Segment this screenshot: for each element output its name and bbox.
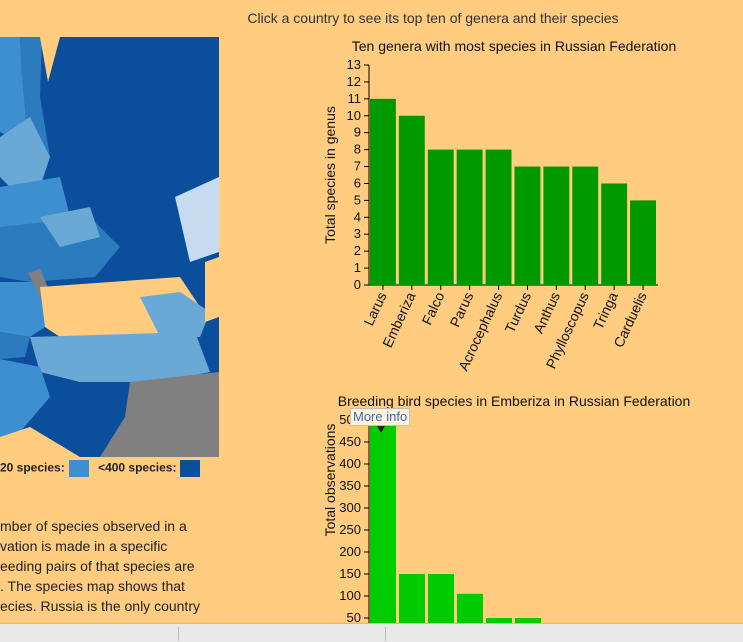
chart1-y-tick-label: 1 [354,260,361,275]
chart1-y-tick-label: 6 [354,175,361,190]
chart1-bar [370,98,396,285]
chart1-x-tick-label: Turdus [501,290,534,336]
chart2-y-tick-label: 250 [339,522,361,537]
map-region-romania[interactable] [0,282,45,337]
chart2-y-tick-label: 100 [339,588,361,603]
chart1-y-tick-label: 7 [354,159,361,174]
map-region-baltics[interactable] [0,117,50,187]
chart2-bar [486,618,512,623]
chart2-y-tick-label: 450 [339,434,361,449]
legend-swatch-400 [180,460,201,477]
chart2-selection-marker-icon [377,426,385,433]
legend-label-400: <400 species: [98,460,177,475]
chart2-bar [457,593,483,623]
map-region-norway[interactable] [0,37,30,137]
chart1-bar [398,115,425,286]
map-region-greece[interactable] [0,359,50,437]
chart1-title: Ten genera with most species in Russian … [352,38,677,54]
chart2-y-tick-label: 150 [339,566,361,581]
chart1-y-tick-label: 2 [354,243,361,258]
chart1-bar [456,149,483,285]
chart1-bar [543,166,570,285]
chart1-x-tick-label: Falco [418,289,447,327]
chart1-y-tick-label: 8 [354,142,361,157]
chart2-y-tick-label: 200 [339,544,361,559]
chart1-x-tick-label: Parus [446,290,476,330]
chart2-y-tick-label: 350 [339,478,361,493]
chart2-y-tick-label: 300 [339,500,361,515]
chart1-bar [514,166,541,285]
status-segment [0,627,179,641]
instruction-text: Click a country to see its top ten of ge… [247,10,619,26]
chart1-y-tick-label: 11 [348,91,362,106]
chart2-bar [399,574,425,623]
chart2-bar [515,618,541,623]
chart1-y-tick-label: 10 [347,108,361,123]
map-region-bulgaria[interactable] [0,332,30,359]
chart1-bar [630,200,656,285]
more-info-tooltip[interactable]: More info [350,408,411,426]
charts-canvas: Ten genera with most species in Russian … [322,38,691,623]
chart1-y-axis-label: Total species in genus [322,106,338,244]
chart2-y-tick-label: 50 [347,610,361,623]
legend-label-20: 20 species: [0,460,65,475]
map-region-russia-west[interactable] [40,207,100,247]
chart2-bar [428,574,454,623]
map-region-middle-east[interactable] [100,372,219,457]
map-region-kazakhstan[interactable] [175,177,219,262]
chart1-x-tick-label: Tringa [590,289,621,331]
description-text: mber of species observed in a vation is … [0,516,210,616]
description-line: . The species map shows that [0,578,185,594]
description-line: ecies. Russia is the only country [0,598,200,614]
chart1-y-tick-label: 13 [347,57,361,72]
chart1-bar [601,183,628,285]
map-water-mediterranean [0,427,80,457]
chart1-bar [485,149,512,285]
chart2-y-axis-label: Total observations [322,424,338,537]
chart1-bar [572,166,599,285]
description-line: eeding pairs of that species are [0,558,195,574]
status-bar [0,623,743,642]
legend-swatch-20 [68,460,89,477]
chart1-y-tick-label: 9 [354,125,361,140]
map-region-turkey[interactable] [30,332,210,382]
description-line: vation is made in a specific [0,538,168,554]
map-water-north [40,37,60,82]
chart1-y-tick-label: 3 [354,226,361,241]
map-region-caucasus[interactable] [140,292,210,337]
status-segment [180,627,386,641]
chart1-y-tick-label: 5 [354,192,361,207]
map-legend: 20 species: <400 species: [0,460,206,477]
chart1-y-tick-label: 0 [354,277,361,292]
chart1-y-tick-label: 4 [354,209,361,224]
chart1-y-tick-label: 12 [347,74,361,89]
chart1-bar [427,149,454,285]
europe-species-map[interactable] [0,37,219,457]
description-line: mber of species observed in a [0,518,187,534]
chart2-title: Breeding bird species in Emberiza in Rus… [338,393,691,409]
map-water-caspian [205,257,219,322]
chart1-x-tick-label: Larus [360,290,389,329]
chart2-y-tick-label: 400 [339,456,361,471]
chart2-bar [370,420,396,623]
